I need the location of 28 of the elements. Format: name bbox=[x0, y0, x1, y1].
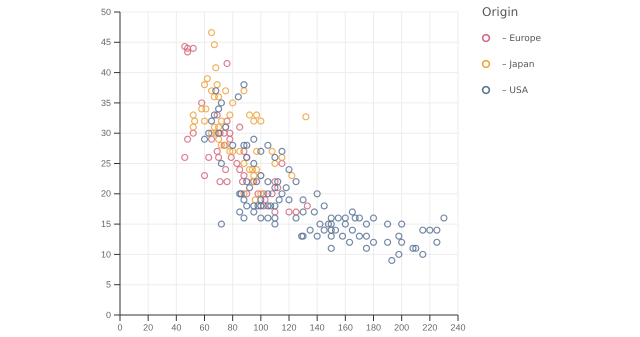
x-tick-label: 80 bbox=[228, 322, 238, 332]
y-tick-label: 40 bbox=[100, 67, 111, 78]
x-tick-label: 160 bbox=[338, 322, 353, 332]
y-tick-label: 35 bbox=[100, 98, 111, 108]
x-tick-label: 40 bbox=[171, 322, 182, 332]
y-tick-label: 0 bbox=[106, 310, 111, 320]
y-tick-label: 45 bbox=[100, 37, 111, 48]
y-tick-label: 15 bbox=[100, 218, 111, 229]
legend-label: – Japan bbox=[502, 60, 534, 70]
x-tick-label: 20 bbox=[143, 322, 154, 332]
x-tick-label: 180 bbox=[366, 322, 382, 332]
x-tick-label: 120 bbox=[281, 322, 297, 332]
y-tick-label: 30 bbox=[100, 128, 111, 138]
x-tick-label: 0 bbox=[117, 322, 123, 332]
x-tick-label: 140 bbox=[310, 322, 325, 332]
x-tick-label: 240 bbox=[450, 322, 466, 332]
legend-label: – Europe bbox=[502, 34, 542, 44]
x-tick-label: 100 bbox=[253, 322, 268, 332]
x-tick-label: 220 bbox=[422, 322, 438, 332]
y-tick-label: 50 bbox=[100, 6, 111, 17]
legend-title: Origin bbox=[482, 5, 518, 19]
y-tick-label: 20 bbox=[100, 188, 111, 199]
y-tick-label: 25 bbox=[100, 158, 111, 168]
legend-label: – USA bbox=[502, 86, 529, 96]
y-tick-label: 5 bbox=[106, 280, 111, 290]
x-tick-label: 60 bbox=[199, 322, 210, 332]
y-tick-label: 10 bbox=[100, 249, 111, 260]
x-tick-label: 200 bbox=[394, 322, 410, 332]
